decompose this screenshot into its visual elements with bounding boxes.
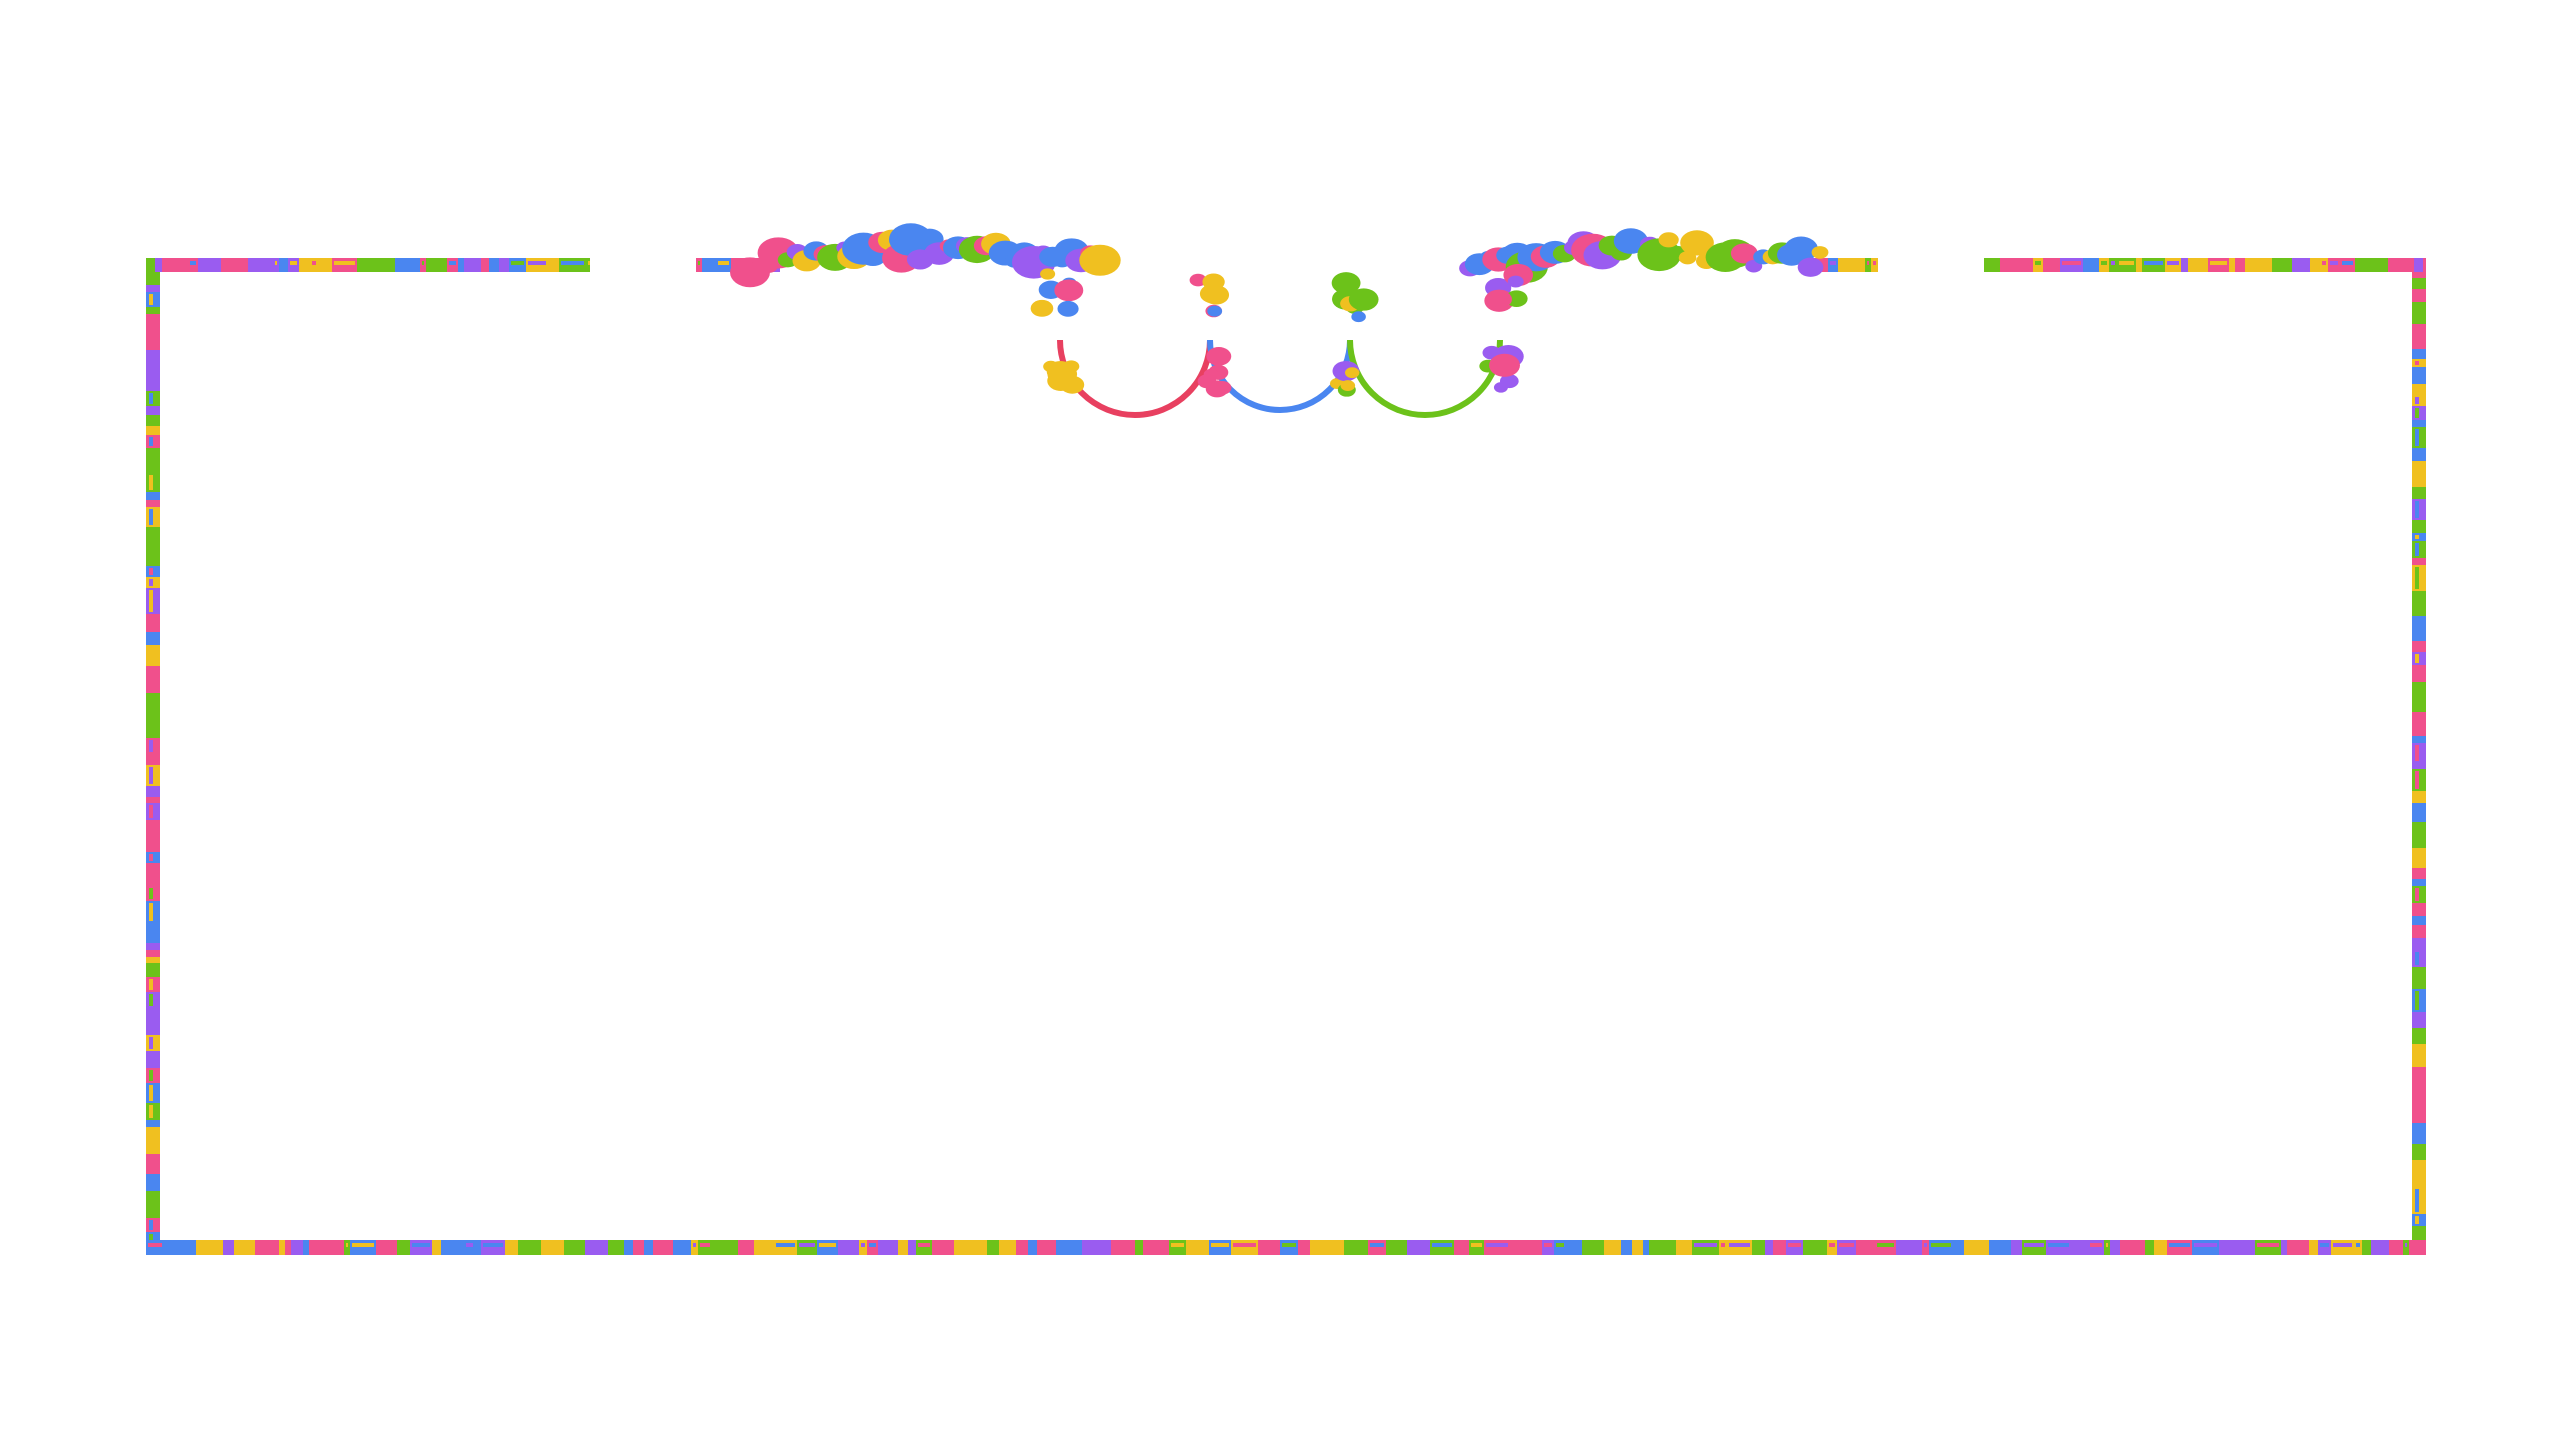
frame-border-left (146, 258, 160, 1255)
frame-border-bottom (146, 1240, 2426, 1255)
frame-border-top (146, 258, 2426, 272)
frame-border-right (2412, 258, 2426, 1255)
top-crest-ornament (730, 223, 1829, 418)
